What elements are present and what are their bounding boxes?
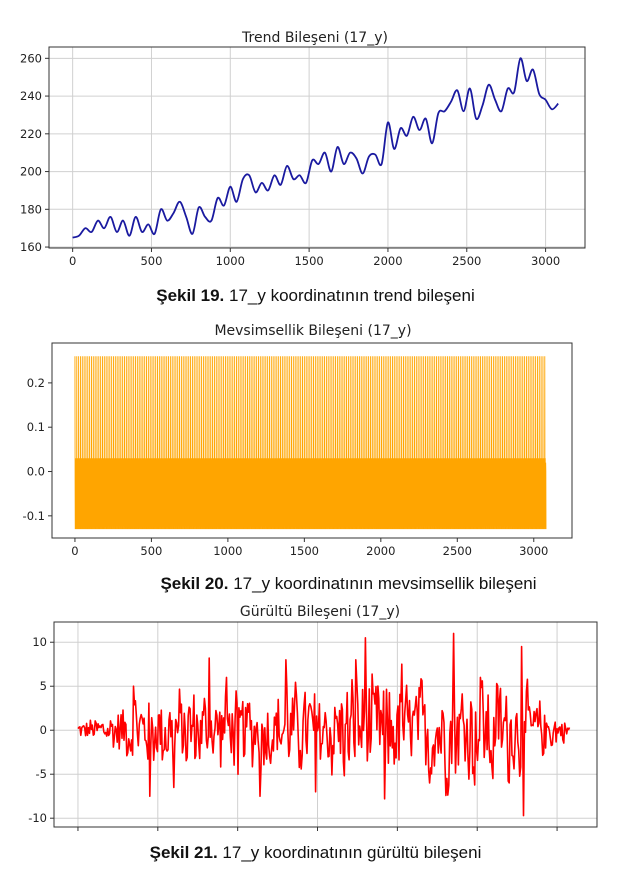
seasonal-series-line <box>74 356 547 530</box>
seasonal-chart: Mevsimsellik Bileşeni (17_y) 0 500 1000 150… <box>23 323 573 558</box>
plot-frame <box>48 46 586 249</box>
x-tick-label: 2000 <box>366 544 395 558</box>
plot-frame <box>51 342 573 539</box>
caption-fig-19: Şekil 19. 17_y koordinatının trend bileş… <box>156 286 475 305</box>
y-tick-label: -0.1 <box>23 509 45 523</box>
x-tick-label: 3000 <box>519 544 548 558</box>
y-tick-label: 0.0 <box>27 465 45 479</box>
y-tick-label: 160 <box>20 240 42 254</box>
plot-frame <box>53 621 598 828</box>
trend-chart: Trend Bileşeni (17_y) 0 500 1000 1500 2000 25… <box>20 30 586 268</box>
y-tick-label: -10 <box>28 811 47 825</box>
noise-series-line <box>77 632 571 817</box>
x-tick-label: 1500 <box>290 544 319 558</box>
y-tick-label: 180 <box>20 202 42 216</box>
x-tick-label: 0 <box>69 254 76 268</box>
y-tick-label: 240 <box>20 89 42 103</box>
y-tick-label: 0.2 <box>27 376 45 390</box>
caption-fig-21: Şekil 21. 17_y koordinatının gürültü bil… <box>149 843 482 862</box>
y-tick-label: -5 <box>36 767 47 781</box>
y-tick-label: 200 <box>20 165 42 179</box>
x-tick-label: 2500 <box>443 544 472 558</box>
x-tick-label: 1000 <box>216 254 245 268</box>
x-tick-label: 500 <box>140 544 162 558</box>
y-tick-label: 0.1 <box>27 420 45 434</box>
x-tick-label: 1500 <box>294 254 323 268</box>
noise-chart: Gürültü Bileşeni (17_y) -10 -5 0 5 10 <box>28 604 598 831</box>
y-tick-label: 5 <box>40 679 47 693</box>
seasonal-chart-title: Mevsimsellik Bileşeni (17_y) <box>214 323 411 339</box>
y-tick-label: 260 <box>20 51 42 65</box>
x-tick-label: 1000 <box>213 544 242 558</box>
noise-chart-title: Gürültü Bileşeni (17_y) <box>240 604 400 620</box>
y-tick-label: 10 <box>32 635 47 649</box>
x-tick-label: 2500 <box>452 254 481 268</box>
trend-series-line <box>72 57 559 239</box>
y-tick-label: 0 <box>40 723 47 737</box>
x-tick-label: 0 <box>71 544 78 558</box>
x-tick-label: 500 <box>140 254 162 268</box>
y-tick-label: 220 <box>20 127 42 141</box>
x-tick-label: 2000 <box>373 254 402 268</box>
x-tick-label: 3000 <box>531 254 560 268</box>
trend-chart-title: Trend Bileşeni (17_y) <box>241 30 388 46</box>
caption-fig-20: Şekil 20. 17_y koordinatının mevsimselli… <box>160 574 537 593</box>
